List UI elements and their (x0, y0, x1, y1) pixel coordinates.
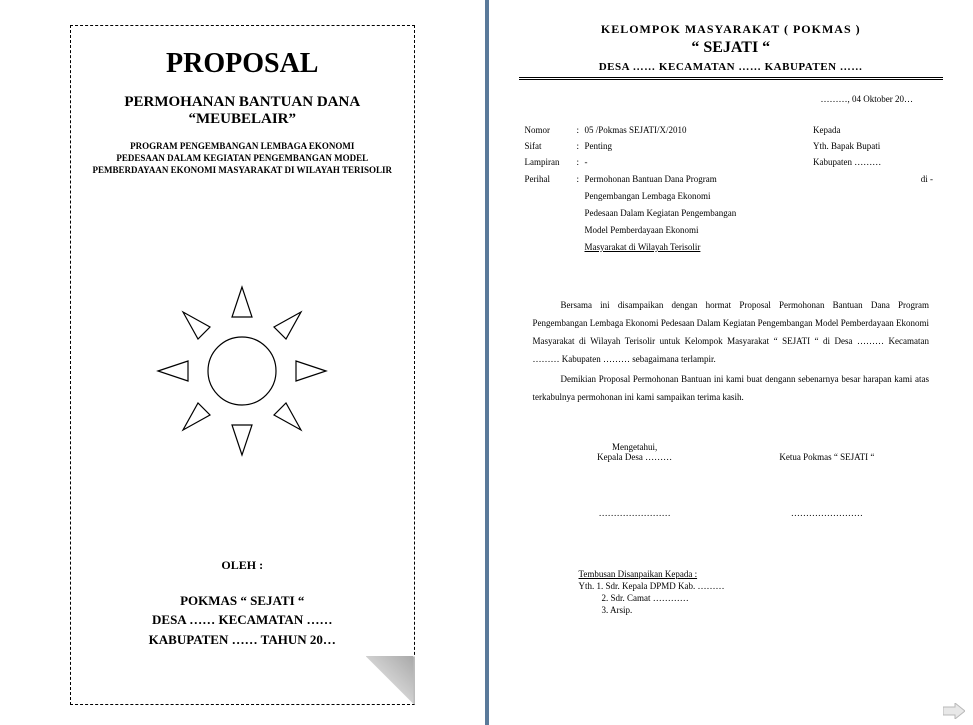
label-lampiran: Lampiran (525, 154, 577, 170)
perihal-l2: Pengembangan Lembaga Ekonomi (585, 188, 785, 205)
yth: Yth. Bapak Bupati (813, 138, 943, 154)
sign-right: Ketua Pokmas “ SEJATI “ …………………… (731, 442, 923, 518)
letterhead-rule (519, 77, 944, 80)
body-p2: Demikian Proposal Permohonan Bantuan ini… (533, 370, 930, 406)
letter-date: ………, 04 Oktober 20… (519, 94, 914, 104)
label-perihal: Perihal (525, 171, 577, 187)
label-nomor: Nomor (525, 122, 577, 138)
signature-block: Mengetahui, Kepala Desa ……… …………………… Ket… (539, 442, 924, 518)
next-page-arrow-icon[interactable] (943, 703, 965, 719)
cover-subtitle-1: PERMOHANAN BANTUAN DANA (87, 94, 398, 111)
perihal-l4: Model Pemberdayaan Ekonomi (585, 222, 785, 239)
perihal-l5: Masyarakat di Wilayah Terisolir (585, 239, 785, 256)
kabupaten: Kabupaten ……… (813, 154, 943, 170)
document-spread: PROPOSAL PERMOHANAN BANTUAN DANA “MEUBEL… (0, 0, 973, 725)
sun-icon (152, 281, 332, 461)
kepada: Kepada (813, 122, 943, 138)
sign-left-dots: …………………… (539, 508, 731, 518)
value-lampiran: - (585, 154, 785, 170)
value-perihal: Permohonan Bantuan Dana Program Pengemba… (585, 171, 785, 256)
cover-title: PROPOSAL (87, 48, 398, 80)
meta-colons: :::: (577, 122, 585, 256)
cover-org-3: KABUPATEN …… TAHUN 20… (71, 630, 414, 650)
tembusan-2: 2. Sdr. Camat ………… (579, 592, 944, 604)
perihal-l3: Pedesaan Dalam Kegiatan Pengembangan (585, 205, 785, 222)
meta-values: 05 /Pokmas SEJATI/X/2010 Penting - Permo… (585, 122, 785, 256)
meta-labels: Nomor Sifat Lampiran Perihal (525, 122, 577, 256)
cover-program-line-3: PEMBERDAYAAN EKONOMI MASYARAKAT DI WILAY… (87, 164, 398, 176)
letterhead-line-2: “ SEJATI “ (519, 39, 944, 57)
tembusan-1: Yth. 1. Sdr. Kepala DPMD Kab. ……… (579, 580, 944, 592)
sign-left: Mengetahui, Kepala Desa ……… …………………… (539, 442, 731, 518)
perihal-l1: Permohonan Bantuan Dana Program (585, 171, 785, 188)
letter-body: Bersama ini disampaikan dengan hormat Pr… (533, 296, 930, 406)
cover-subtitle-2: “MEUBELAIR” (87, 111, 398, 128)
cover-frame: PROPOSAL PERMOHANAN BANTUAN DANA “MEUBEL… (70, 25, 415, 705)
letterhead-line-1: KELOMPOK MASYARAKAT ( POKMAS ) (519, 22, 944, 37)
ketua-pokmas: Ketua Pokmas “ SEJATI “ (731, 452, 923, 462)
di: di - (813, 171, 943, 187)
cover-page: PROPOSAL PERMOHANAN BANTUAN DANA “MEUBEL… (0, 0, 485, 725)
value-sifat: Penting (585, 138, 785, 154)
sign-right-dots: …………………… (731, 508, 923, 518)
page-curl-icon (366, 656, 414, 704)
label-sifat: Sifat (525, 138, 577, 154)
mengetahui: Mengetahui, (539, 442, 731, 452)
letterhead: KELOMPOK MASYARAKAT ( POKMAS ) “ SEJATI … (519, 22, 944, 80)
letter-page: KELOMPOK MASYARAKAT ( POKMAS ) “ SEJATI … (489, 0, 973, 725)
cover-program-line-2: PEDESAAN DALAM KEGIATAN PENGEMBANGAN MOD… (87, 152, 398, 164)
tembusan-title: Tembusan Disanpaikan Kepada : (579, 568, 944, 580)
cover-org-2: DESA …… KECAMATAN …… (71, 610, 414, 630)
letterhead-line-3: DESA …… KECAMATAN …… KABUPATEN …… (519, 61, 944, 73)
cover-bottom: OLEH : POKMAS “ SEJATI “ DESA …… KECAMAT… (71, 558, 414, 650)
tembusan: Tembusan Disanpaikan Kepada : Yth. 1. Sd… (579, 568, 944, 617)
value-nomor: 05 /Pokmas SEJATI/X/2010 (585, 122, 785, 138)
tembusan-3: 3. Arsip. (579, 604, 944, 616)
letter-meta: Nomor Sifat Lampiran Perihal :::: 05 /Po… (525, 122, 944, 256)
cover-program-line-1: PROGRAM PENGEMBANGAN LEMBAGA EKONOMI (87, 140, 398, 152)
meta-left: Nomor Sifat Lampiran Perihal :::: 05 /Po… (525, 122, 814, 256)
body-p1: Bersama ini disampaikan dengan hormat Pr… (533, 296, 930, 368)
cover-org-1: POKMAS “ SEJATI “ (71, 591, 414, 611)
cover-oleh-label: OLEH : (71, 558, 414, 573)
kepala-desa: Kepala Desa ……… (539, 452, 731, 462)
meta-right: Kepada Yth. Bapak Bupati Kabupaten ……… d… (813, 122, 943, 256)
